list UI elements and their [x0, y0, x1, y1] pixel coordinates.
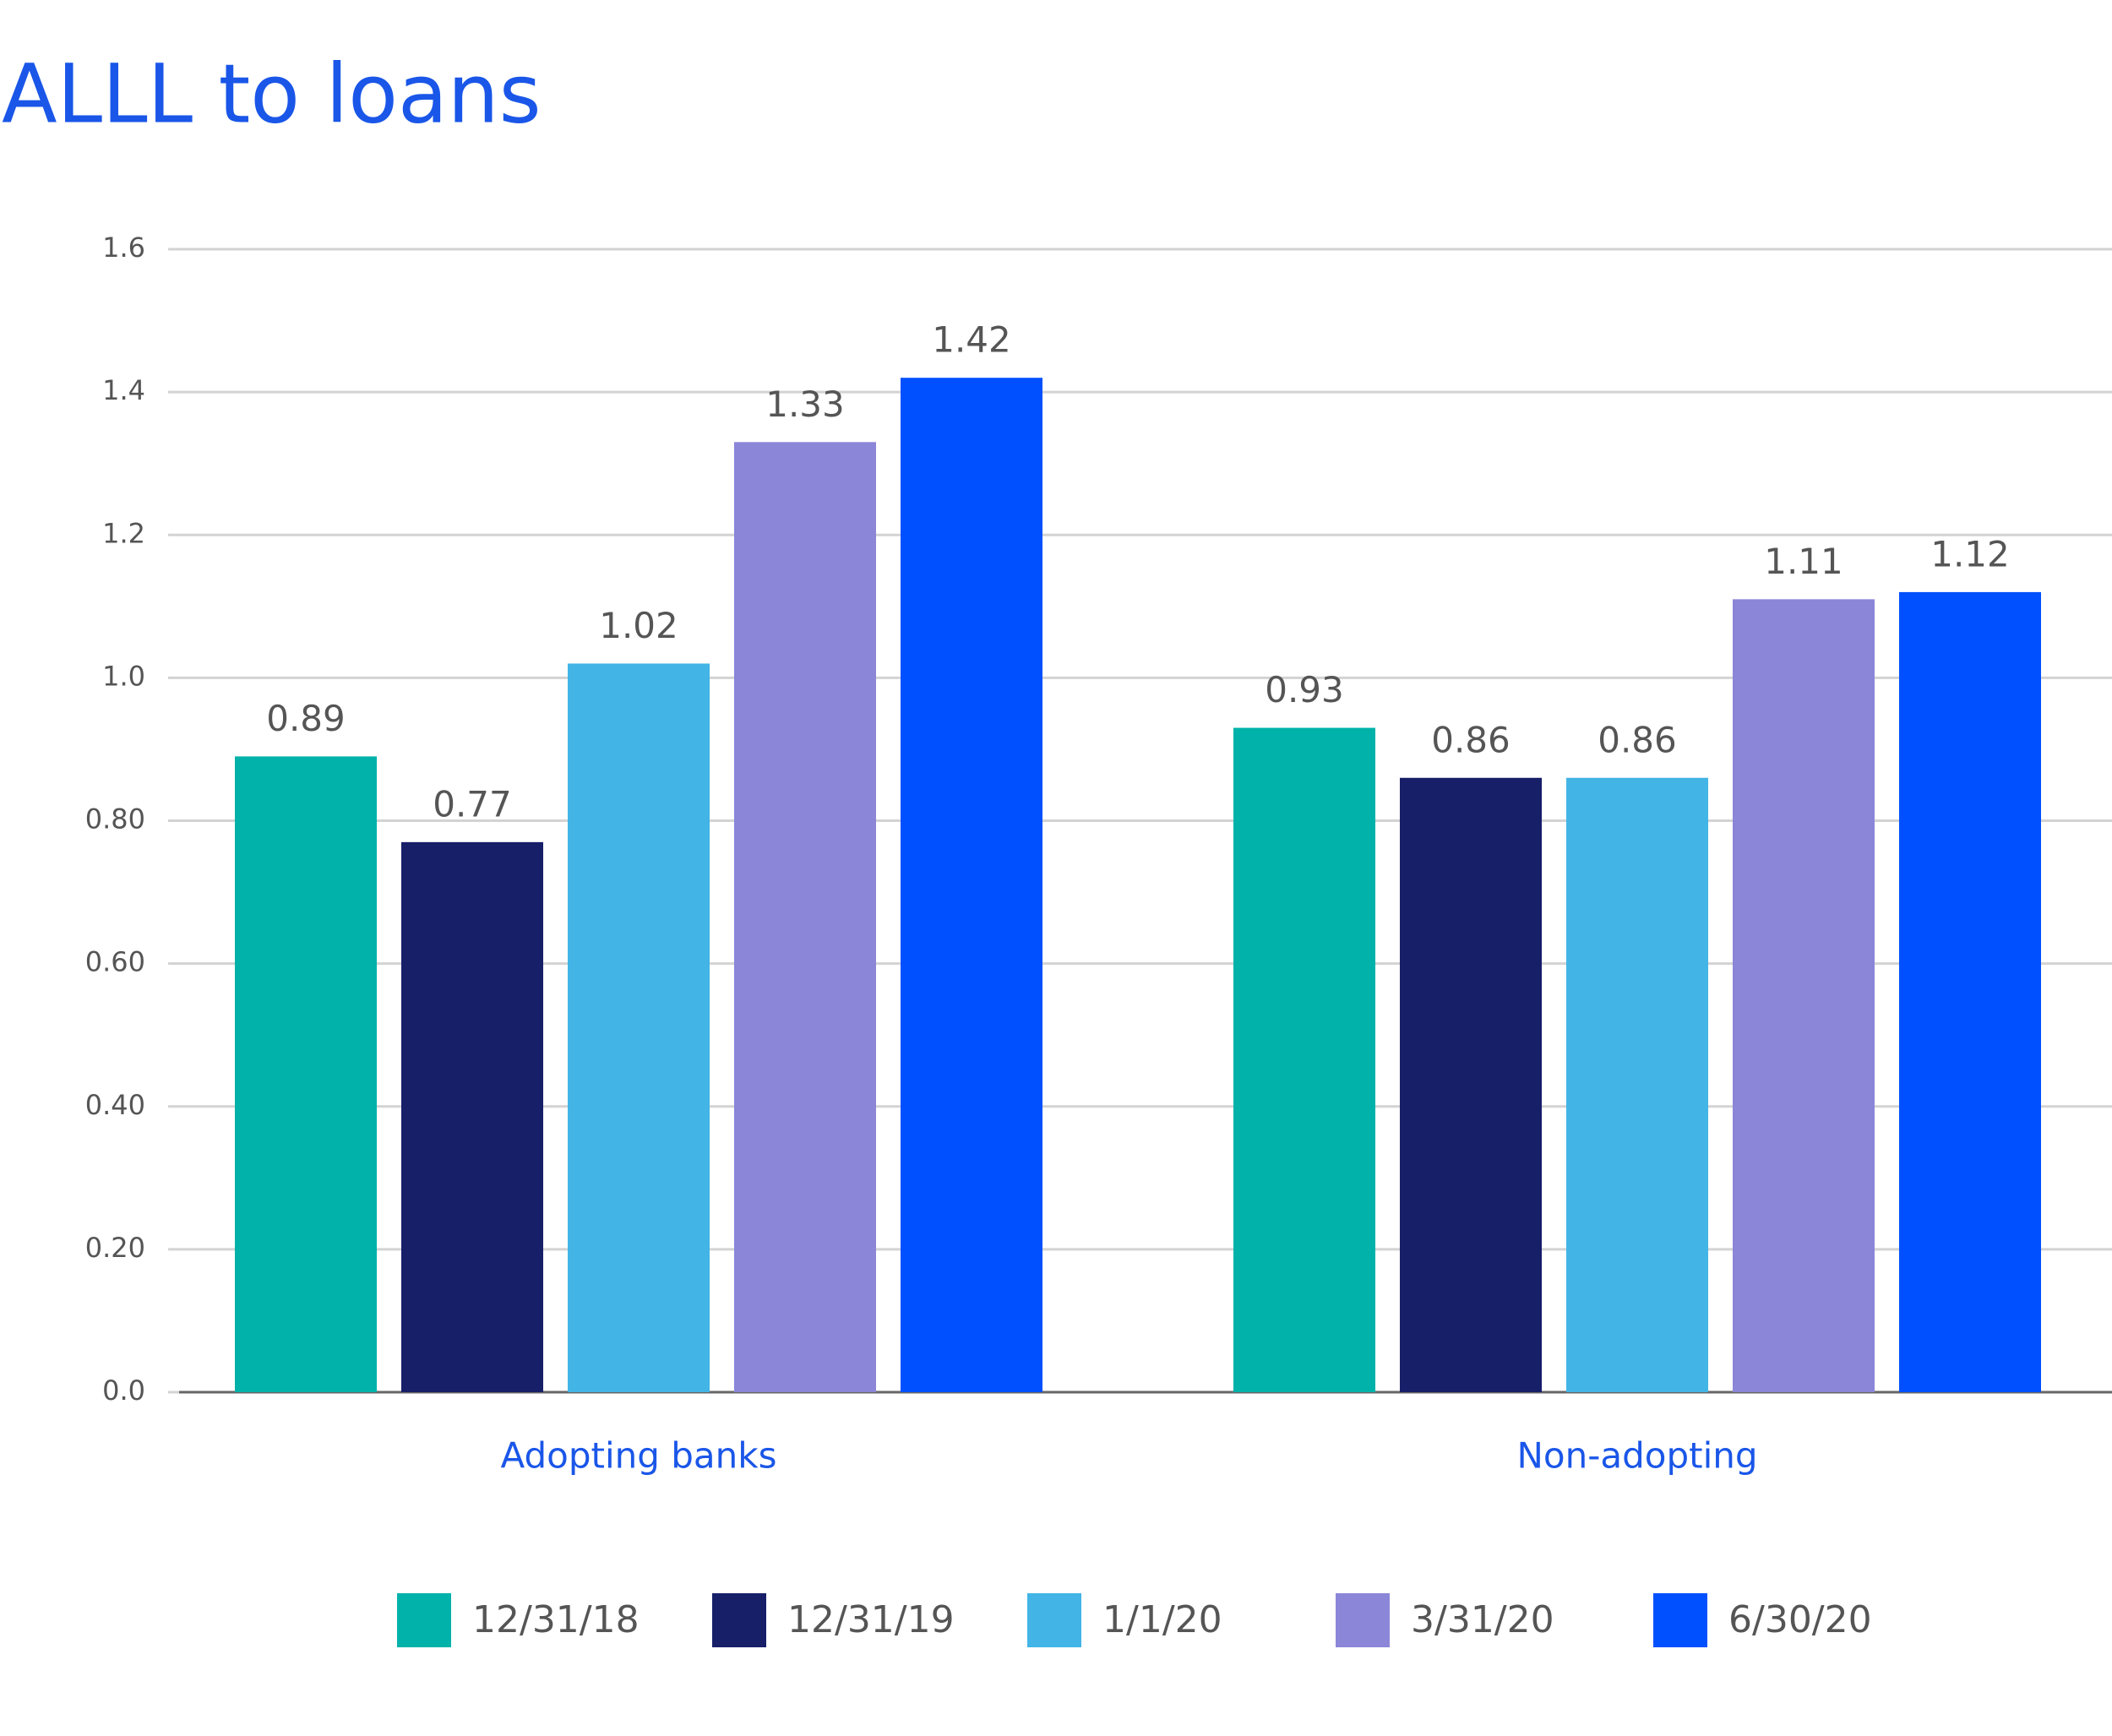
- bar: [1566, 777, 1708, 1392]
- x-tick-label: Non-adopting: [1516, 1435, 1757, 1477]
- legend-swatch: [1027, 1593, 1081, 1647]
- y-tick-label: 0.40: [85, 1089, 145, 1121]
- data-label: 0.86: [1598, 719, 1677, 760]
- data-label: 0.86: [1431, 719, 1511, 760]
- data-label: 1.42: [932, 319, 1011, 361]
- bar: [734, 442, 876, 1392]
- x-tick-label: Adopting banks: [501, 1435, 777, 1477]
- bar: [1733, 599, 1875, 1392]
- data-label: 0.77: [433, 783, 512, 824]
- legend-swatch: [1336, 1593, 1390, 1647]
- legend-swatch: [397, 1593, 451, 1647]
- y-tick-label: 0.60: [85, 946, 145, 978]
- y-tick-label: 1.6: [102, 231, 145, 264]
- bar: [401, 841, 543, 1392]
- data-label: 0.93: [1265, 669, 1344, 710]
- bar: [1233, 727, 1375, 1392]
- legend-label: 12/31/19: [787, 1598, 955, 1641]
- legend-label: 6/30/20: [1728, 1598, 1872, 1641]
- bar: [901, 378, 1042, 1392]
- data-label: 1.02: [599, 605, 678, 646]
- bar: [235, 756, 377, 1392]
- data-label: 0.89: [266, 698, 346, 739]
- bar: [1899, 591, 2041, 1392]
- chart-title: ALLL to loans: [2, 46, 542, 141]
- bar: [568, 663, 710, 1392]
- y-tick-label: 0.80: [85, 803, 145, 835]
- y-tick-label: 1.2: [102, 517, 145, 549]
- legend-label: 3/31/20: [1411, 1598, 1554, 1641]
- legend-swatch: [712, 1593, 766, 1647]
- data-label: 1.11: [1764, 541, 1843, 582]
- legend-label: 12/31/18: [472, 1598, 640, 1641]
- data-label: 1.12: [1930, 533, 2010, 574]
- y-tick-label: 1.0: [102, 660, 145, 692]
- bar: [1400, 777, 1542, 1392]
- y-tick-label: 1.4: [102, 374, 145, 406]
- data-label: 1.33: [765, 384, 845, 425]
- legend-label: 1/1/20: [1102, 1598, 1222, 1641]
- legend-swatch: [1653, 1593, 1707, 1647]
- y-tick-label: 0.20: [85, 1232, 145, 1264]
- y-tick-label: 0.0: [102, 1374, 145, 1407]
